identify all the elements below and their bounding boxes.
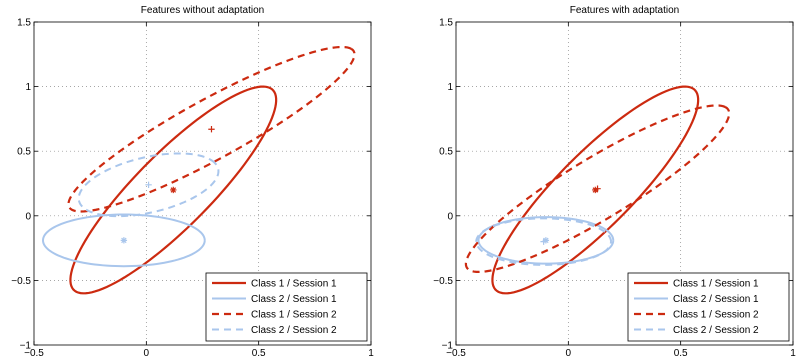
legend-label: Class 2 / Session 1 [251,294,337,305]
legend-label: Class 2 / Session 1 [673,294,759,305]
y-tick-label: 1.5 [17,18,31,29]
chart-title: Features without adaptation [141,5,264,16]
series-center-marker [542,237,550,244]
legend-label: Class 2 / Session 2 [251,325,337,336]
series-center-marker [592,186,599,194]
series-ellipse [477,216,615,265]
series-ellipse [69,85,278,295]
legend-label: Class 1 / Session 2 [673,310,759,321]
chart-title: Features with adaptation [570,5,680,16]
series-ellipse [77,152,220,218]
x-tick-label: 0 [144,348,150,359]
x-tick-label: −0.5 [24,348,44,359]
axes-box [33,21,372,346]
axes-box [455,21,794,346]
legend-box [205,272,368,342]
y-tick-label: −1 [20,341,32,352]
y-tick-label: −1 [442,341,454,352]
series-ellipse [464,104,731,274]
series-ellipse [67,45,356,213]
x-tick-label: 0.5 [674,348,688,359]
y-tick-label: 1 [447,82,453,93]
y-tick-label: −0.5 [433,276,453,287]
x-tick-label: 0.5 [252,348,266,359]
series-center-marker [208,126,215,133]
y-tick-label: 0.5 [17,147,31,158]
data-layer [464,85,731,295]
series-ellipse [41,213,206,268]
y-tick-label: −0.5 [11,276,31,287]
x-tick-label: 1 [790,348,796,359]
y-tick-label: 1.5 [439,18,453,29]
series-center-marker [170,186,177,194]
x-tick-label: 1 [368,348,374,359]
x-tick-label: −0.5 [446,348,466,359]
series-center-marker [145,181,152,188]
legend-box [627,272,790,342]
y-tick-label: 0.5 [439,147,453,158]
legend-label: Class 1 / Session 2 [251,310,337,321]
series-ellipse [491,85,700,295]
y-tick-label: 0 [447,211,453,222]
data-layer [41,45,356,295]
y-tick-label: 0 [25,211,31,222]
series-center-marker [540,238,547,245]
legend-label: Class 1 / Session 1 [673,279,759,290]
series-center-marker [594,185,601,192]
series-ellipse [475,217,613,266]
y-tick-label: 1 [25,82,31,93]
legend-label: Class 1 / Session 1 [251,279,337,290]
series-center-marker [120,237,128,244]
legend-label: Class 2 / Session 2 [673,325,759,336]
x-tick-label: 0 [566,348,572,359]
